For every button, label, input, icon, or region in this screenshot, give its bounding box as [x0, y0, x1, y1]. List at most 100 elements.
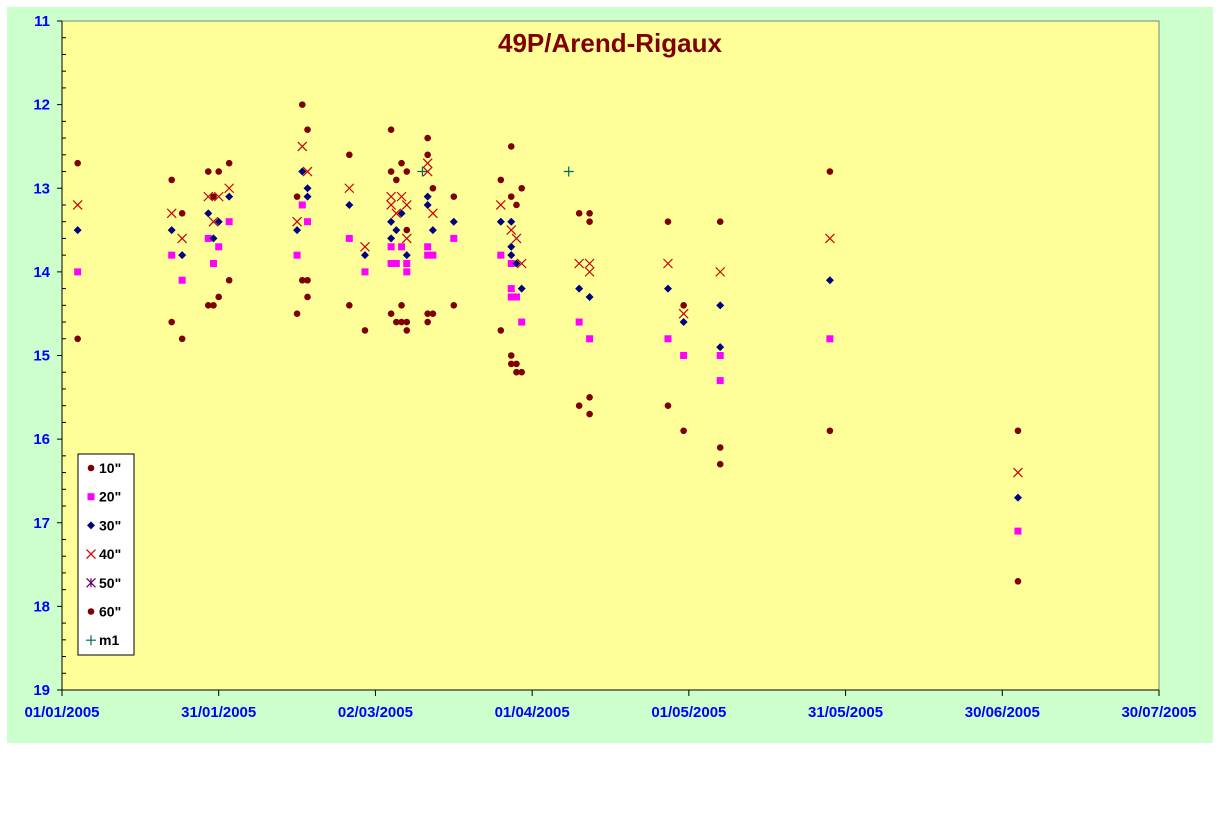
data-point	[1014, 527, 1022, 535]
chart-title: 49P/Arend-Rigaux	[498, 28, 722, 58]
x-tick-label: 01/01/2005	[24, 704, 99, 721]
data-point	[403, 318, 411, 326]
x-tick-label: 31/01/2005	[181, 704, 256, 721]
data-point	[298, 101, 306, 108]
data-point	[387, 217, 396, 226]
data-point	[496, 217, 505, 226]
data-point	[346, 151, 353, 159]
x-tick-label: 01/05/2005	[651, 704, 726, 721]
data-point	[398, 243, 406, 251]
data-point	[204, 168, 212, 175]
legend-label: 20"	[99, 489, 121, 505]
data-point	[387, 126, 395, 134]
data-point	[716, 352, 724, 359]
data-point	[586, 394, 593, 401]
y-major-ticks	[57, 20, 62, 691]
legend-marker	[87, 608, 95, 615]
legend-marker	[86, 635, 96, 646]
data-point	[507, 285, 515, 293]
data-point	[168, 251, 176, 259]
data-point	[210, 302, 217, 309]
x-axis-tick-labels: 01/01/2005 31/01/2005 02/03/2005 01/04/2005…	[24, 704, 1196, 721]
data-point	[403, 268, 411, 276]
data-point	[302, 166, 313, 177]
data-point	[178, 335, 186, 343]
series-2	[73, 167, 1022, 502]
data-point	[403, 168, 411, 175]
data-point	[210, 193, 217, 200]
data-point	[387, 310, 395, 317]
data-point	[497, 327, 505, 334]
data-point	[716, 377, 724, 385]
data-point	[74, 268, 82, 276]
data-point	[73, 226, 82, 235]
data-point	[225, 159, 233, 167]
data-point	[293, 251, 301, 259]
data-point	[716, 343, 725, 352]
data-point	[422, 158, 433, 169]
data-point	[304, 218, 312, 226]
data-point	[507, 193, 515, 200]
data-point	[518, 184, 525, 192]
data-point	[361, 327, 369, 334]
data-point	[74, 335, 81, 343]
data-point	[298, 167, 307, 176]
data-point	[304, 276, 311, 284]
data-point	[360, 241, 370, 252]
data-point	[507, 360, 515, 368]
data-point	[507, 217, 516, 226]
data-point	[716, 218, 724, 225]
data-point	[344, 183, 355, 194]
data-point	[74, 159, 81, 167]
data-point	[575, 210, 583, 217]
data-point	[586, 218, 593, 225]
y-tick-label: 16	[33, 431, 50, 448]
data-point	[584, 266, 595, 277]
data-point	[716, 301, 725, 310]
data-point	[679, 318, 688, 327]
x-tick-label: 30/07/2005	[1121, 704, 1196, 721]
legend-marker	[87, 521, 95, 530]
legend-marker	[86, 549, 96, 560]
data-point	[513, 360, 520, 368]
data-point	[177, 233, 188, 244]
data-point	[386, 200, 397, 210]
plot-area	[61, 20, 1160, 691]
data-point	[450, 193, 458, 200]
data-point	[507, 352, 515, 359]
data-point	[584, 258, 595, 269]
data-point	[403, 327, 411, 334]
data-point	[166, 208, 177, 219]
data-point	[422, 166, 433, 177]
data-point	[386, 191, 397, 202]
data-point	[293, 193, 301, 200]
y-tick-label: 13	[33, 180, 50, 197]
data-point	[716, 460, 724, 468]
y-minor-ticks	[62, 37, 66, 674]
data-point	[213, 191, 224, 202]
data-point	[396, 191, 407, 202]
data-point	[517, 284, 526, 293]
series-0	[74, 101, 1022, 585]
data-point	[393, 176, 400, 184]
data-point	[825, 276, 834, 285]
data-point	[429, 184, 437, 192]
data-point	[424, 318, 431, 326]
data-point	[401, 200, 412, 210]
data-point	[585, 292, 594, 301]
data-point	[209, 234, 218, 243]
data-point	[586, 210, 593, 217]
x-tick-label: 30/06/2005	[965, 704, 1040, 721]
x-axis-ticks	[61, 690, 1160, 696]
y-tick-label: 12	[33, 97, 50, 114]
data-point	[678, 308, 689, 319]
y-tick-label: 18	[33, 598, 50, 615]
data-point	[298, 201, 306, 209]
data-point	[391, 208, 402, 219]
legend-label: 40"	[99, 546, 121, 562]
data-point	[664, 402, 672, 409]
data-point	[826, 427, 834, 435]
data-point	[506, 225, 517, 235]
x-tick-label: 01/04/2005	[495, 704, 570, 721]
legend: 10" 20" 30" 40" 50" 60" m1	[77, 453, 135, 656]
